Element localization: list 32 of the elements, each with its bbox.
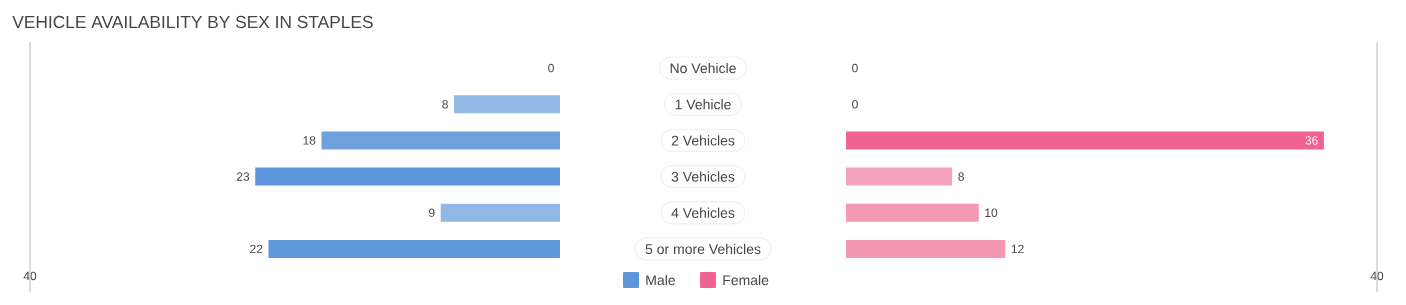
- legend-label: Female: [723, 274, 769, 286]
- bar: [846, 203, 979, 222]
- data-label: 22: [250, 244, 263, 254]
- bar: [454, 95, 560, 114]
- data-label: 0: [852, 100, 858, 109]
- x-tick-label: 40: [1370, 271, 1384, 281]
- y-tick-label: No Vehicle: [670, 62, 736, 74]
- y-tick-label: 2 Vehicles: [671, 135, 735, 146]
- data-label: 18: [303, 136, 316, 145]
- legend-label: Male: [646, 274, 675, 286]
- data-label: 8: [958, 172, 964, 181]
- data-label: 8: [442, 100, 448, 109]
- bar: [846, 131, 1324, 150]
- bar: [846, 167, 953, 186]
- bar: [255, 167, 560, 186]
- bar: [440, 203, 560, 222]
- y-tick-label: 5 or more Vehicles: [645, 243, 761, 255]
- y-tick-label: 3 Vehicles: [671, 171, 735, 182]
- data-label: 0: [548, 63, 554, 73]
- chart-title: VEHICLE AVAILABILITY BY SEX IN STAPLES: [12, 15, 373, 29]
- bar: [321, 131, 560, 150]
- data-label: 12: [1011, 244, 1024, 254]
- bar: [846, 239, 1006, 258]
- data-label: 10: [985, 208, 998, 218]
- data-label: 23: [236, 172, 250, 181]
- data-label: 36: [1305, 136, 1318, 145]
- data-label: 9: [429, 208, 435, 218]
- y-tick-label: 1 Vehicle: [675, 99, 731, 110]
- data-label: 0: [852, 63, 858, 73]
- x-tick-label: 40: [23, 271, 37, 281]
- bar: [268, 239, 560, 258]
- y-tick-label: 4 Vehicles: [671, 207, 735, 218]
